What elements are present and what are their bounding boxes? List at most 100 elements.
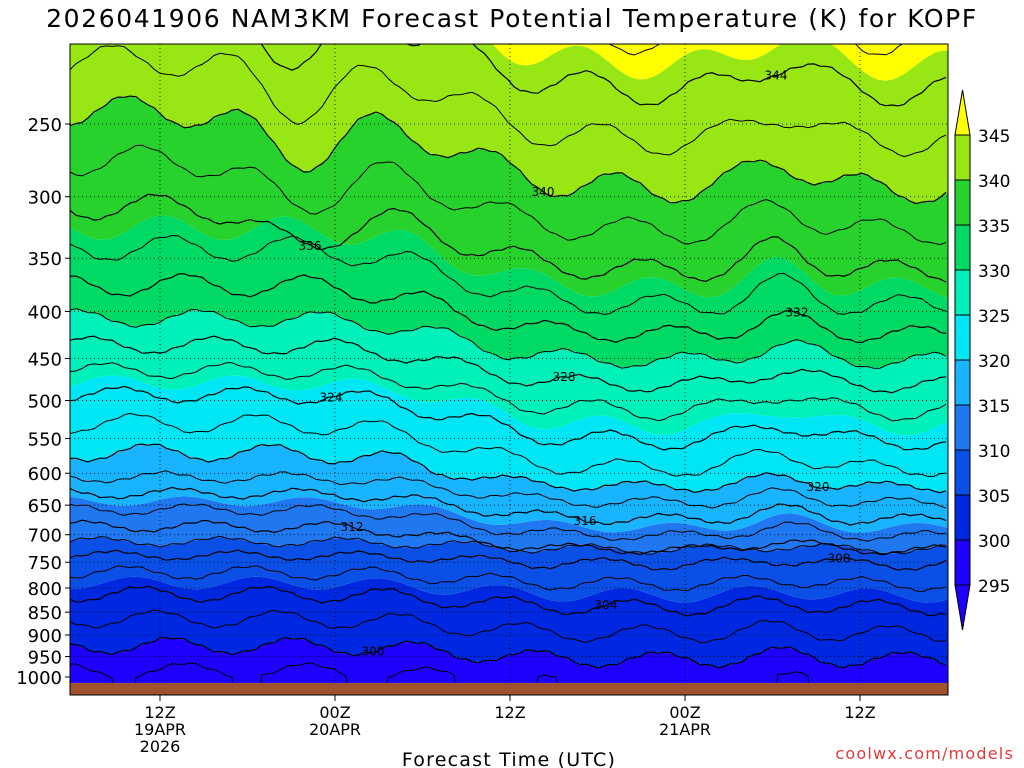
isentrope-304: [70, 585, 947, 617]
x-tick-label-0-0: 12Z: [144, 703, 175, 722]
contour-label-312: 312: [341, 520, 364, 534]
y-tick-label-300: 300: [28, 188, 62, 209]
potential-temperature-fill: [70, 44, 948, 684]
theta-band-305: [70, 537, 948, 603]
contour-label-336: 336: [299, 239, 322, 253]
y-tick-label-500: 500: [28, 392, 62, 413]
y-tick-label-850: 850: [28, 603, 62, 624]
contour-label-344: 344: [765, 68, 788, 82]
colorbar-swatch-340: [954, 134, 971, 181]
isentrope-300: [70, 636, 947, 669]
y-tick-label-950: 950: [28, 648, 62, 669]
contour-label-324: 324: [320, 390, 343, 404]
x-axis-label: Forecast Time (UTC): [402, 749, 616, 768]
pressure-grid: [70, 44, 948, 683]
pressure-axis: 2503003504004505005506006507007508008509…: [16, 115, 70, 689]
isentrope-312: [70, 519, 947, 556]
colorbar-label-340: 340: [978, 172, 1010, 192]
contour-label-300: 300: [362, 645, 385, 659]
plot-frame: [69, 43, 949, 696]
colorbar-label-335: 335: [978, 217, 1010, 237]
theta-band-310: [70, 496, 948, 554]
isentrope-306: [70, 565, 947, 593]
colorbar-swatch-295: [954, 539, 971, 586]
y-tick-label-800: 800: [28, 579, 62, 600]
isentrope-322: [70, 412, 947, 478]
y-tick-label-700: 700: [28, 526, 62, 547]
y-tick-label-900: 900: [28, 626, 62, 647]
colorbar-bottom-arrow: [954, 584, 971, 631]
x-tick-label-30-0: 00Z: [669, 703, 700, 722]
isentrope-314: [70, 503, 947, 542]
x-tick-label-10-0: 00Z: [319, 703, 350, 722]
colorbar-swatch-325: [954, 269, 971, 316]
isentrope-298: [70, 662, 810, 684]
colorbar-swatch-335: [954, 179, 971, 226]
contour-label-320: 320: [807, 480, 830, 494]
theta-band-300: [70, 576, 948, 667]
y-tick-label-350: 350: [28, 249, 62, 270]
colorbar-label-310: 310: [978, 442, 1010, 462]
y-tick-label-450: 450: [28, 349, 62, 370]
colorbar-swatch-305: [954, 449, 971, 496]
y-tick-label-550: 550: [28, 430, 62, 451]
theta-band-345: [492, 44, 948, 81]
isentrope-310: [70, 535, 947, 555]
colorbar-label-325: 325: [978, 307, 1010, 327]
colorbar-label-330: 330: [978, 262, 1010, 282]
colorbar-swatch-300: [954, 494, 971, 541]
isentrope-326: [70, 362, 947, 422]
colorbar-label-345: 345: [978, 127, 1010, 147]
isentrope-324: [70, 385, 947, 451]
colorbar-swatch-310: [954, 404, 971, 451]
contour-label-340: 340: [532, 185, 555, 199]
x-tick-label-20-0: 12Z: [494, 703, 525, 722]
colorbar-label-305: 305: [978, 487, 1010, 507]
colorbar-swatch-315: [954, 359, 971, 406]
isentrope-302: [70, 609, 947, 644]
colorbar-label-300: 300: [978, 532, 1010, 552]
colorbar-swatch-320: [954, 314, 971, 361]
contour-label-332: 332: [786, 305, 809, 319]
y-tick-label-750: 750: [28, 553, 62, 574]
colorbar-swatch-330: [954, 224, 971, 271]
y-tick-label-1000: 1000: [16, 668, 62, 689]
isentrope-342: [70, 45, 947, 158]
contour-label-328: 328: [553, 370, 576, 384]
colorbar-label-295: 295: [978, 577, 1010, 597]
x-tick-label-10-1: 20APR: [309, 720, 361, 739]
isentrope-340: [70, 95, 947, 205]
theta-band-325: [70, 309, 948, 436]
isentrope-contours: 300 304 308 312 316 320 324 328 332 336 340 344: [70, 44, 947, 684]
ground-surface: [70, 683, 948, 695]
colorbar-label-315: 315: [978, 397, 1010, 417]
y-tick-label-600: 600: [28, 464, 62, 485]
isentrope-332: [70, 273, 947, 344]
isentrope-330: [70, 308, 947, 369]
site-credit: coolwx.com/models: [835, 744, 1014, 763]
theta-band-295: [70, 638, 948, 684]
isentrope-334: [70, 234, 947, 315]
colorbar-label-320: 320: [978, 352, 1010, 372]
theta-band-335: [70, 96, 948, 298]
isentrope-328: [70, 335, 947, 394]
x-tick-label-40-0: 12Z: [844, 703, 875, 722]
chart-title: 2026041906 NAM3KM Forecast Potential Tem…: [46, 4, 978, 33]
y-tick-label-400: 400: [28, 302, 62, 323]
isentrope-308: [70, 549, 947, 571]
theta-band-320: [70, 375, 948, 492]
isentrope-344: [260, 44, 947, 107]
contour-label-316: 316: [574, 514, 597, 528]
y-tick-label-650: 650: [28, 496, 62, 517]
isentrope-318: [70, 470, 947, 509]
colorbar: 345 340 335 330 325 320 315 310 305 300 295: [954, 89, 1010, 631]
colorbar-top-arrow: [954, 89, 971, 136]
contour-label-304: 304: [595, 598, 618, 612]
x-tick-label-0-1: 19APR: [134, 720, 186, 739]
theta-band-315: [70, 444, 948, 533]
isentrope-320: [70, 443, 947, 494]
isentrope-316: [70, 486, 947, 526]
x-tick-label-0-2: 2026: [140, 737, 181, 756]
